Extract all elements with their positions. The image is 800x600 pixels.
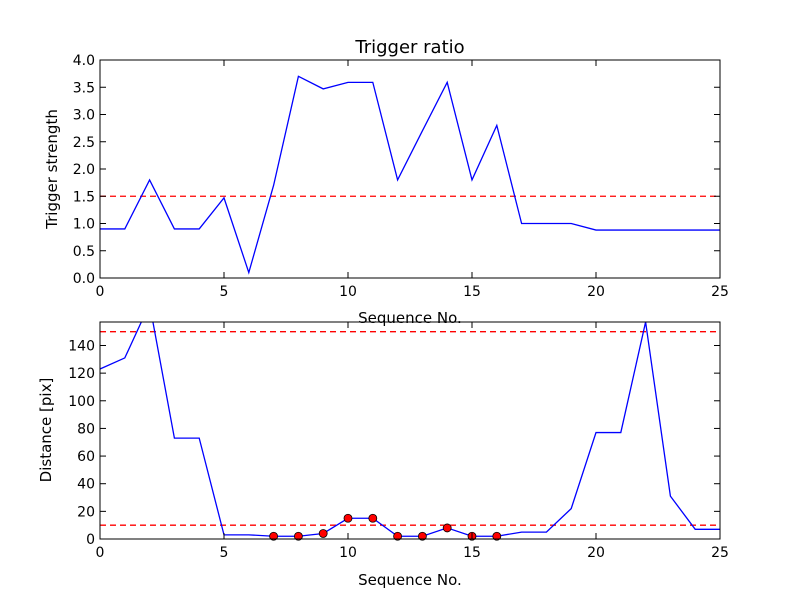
y-tick-label: 40 [77,477,95,493]
data-point-marker [269,531,279,541]
x-tick-label: 5 [220,284,229,300]
y-tick-label: 1.0 [73,217,95,233]
plot-area: 0 5 10 15 20 25 0 20 40 60 80 100 120 140 [68,321,729,561]
plot-area: 0 5 10 15 20 25 0.0 0.5 1.0 1.5 2.0 2.5 3.0 3.5 4.0 [73,53,729,300]
y-tick-label: 0.5 [73,244,95,260]
x-tick-label: 0 [96,284,105,300]
data-point-marker [393,531,403,541]
x-axis-label: Sequence No. [358,309,462,327]
series-line [100,322,720,537]
y-tick-label: 100 [68,394,95,410]
x-tick-label: 25 [711,284,729,300]
data-point-marker [343,513,353,523]
distance-chart: Distance [pix] Sequence No. 0 5 10 15 20 25 0 2… [37,321,729,589]
data-point-marker [492,531,502,541]
x-tick-label: 10 [339,284,357,300]
x-tick-label: 10 [339,545,357,561]
x-axis-label: Sequence No. [358,571,462,589]
data-point-marker [417,531,427,541]
y-tick-label: 2.0 [73,162,95,178]
y-tick-label: 0 [86,532,95,548]
data-point-marker [368,513,378,523]
x-tick-label: 5 [220,545,229,561]
x-tick-label: 20 [587,545,605,561]
y-tick-label: 140 [68,338,95,354]
data-point-marker [442,523,452,533]
series-line [100,75,720,275]
data-point-marker [293,531,303,541]
y-tick-label: 1.5 [73,189,95,205]
y-tick-label: 80 [77,421,95,437]
x-tick-label: 15 [463,284,481,300]
chart-title: Trigger ratio [354,37,464,58]
y-tick-label: 0.0 [73,271,95,287]
data-point-marker [318,529,328,538]
x-tick-label: 0 [96,545,105,561]
axes-frame [99,321,721,540]
y-tick-label: 2.5 [73,135,95,151]
x-tick-label: 20 [587,284,605,300]
y-tick-label: 20 [77,504,95,520]
y-tick-label: 120 [68,366,95,382]
y-tick-label: 3.0 [73,108,95,124]
x-tick-label: 15 [463,545,481,561]
y-tick-label: 3.5 [73,80,95,96]
trigger-ratio-chart: Trigger ratio Trigger strength Sequence … [43,37,729,327]
x-tick-label: 25 [711,545,729,561]
y-tick-label: 4.0 [73,53,95,69]
y-tick-label: 60 [77,449,95,465]
y-axis-label: Distance [pix] [37,378,55,483]
y-axis-label: Trigger strength [43,109,61,230]
